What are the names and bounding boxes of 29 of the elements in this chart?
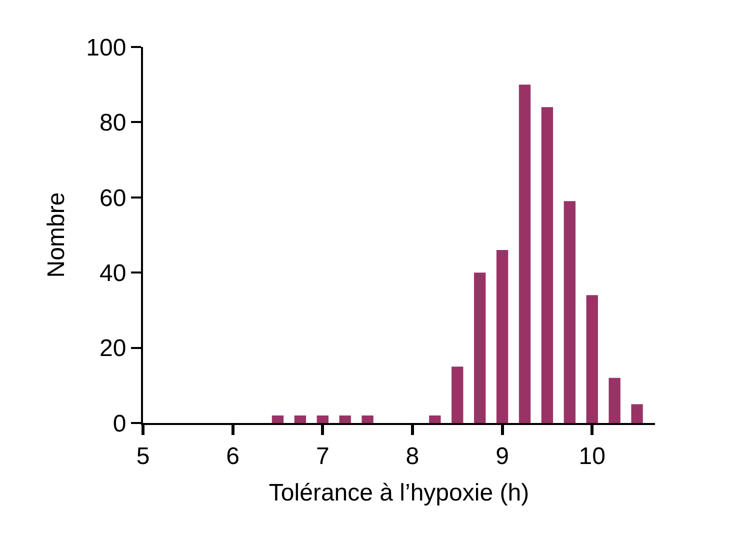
bar xyxy=(496,250,508,423)
bar xyxy=(608,378,620,423)
bar xyxy=(316,415,328,423)
x-tick-label: 5 xyxy=(136,442,150,470)
y-tick-label: 80 xyxy=(99,110,126,137)
bar xyxy=(518,84,531,423)
y-tick-label: 40 xyxy=(99,260,126,287)
bar xyxy=(586,295,598,423)
bar xyxy=(272,415,284,423)
y-tick-label: 20 xyxy=(99,335,126,362)
bar xyxy=(541,107,554,423)
bar xyxy=(429,415,441,423)
bar xyxy=(339,415,351,423)
x-tick-label: 10 xyxy=(578,442,606,470)
y-axis-title: Nombre xyxy=(42,192,70,278)
x-tick-label: 8 xyxy=(406,442,420,470)
y-tick-label: 100 xyxy=(86,34,126,62)
y-tick-label: 60 xyxy=(99,184,126,212)
x-tick-label: 7 xyxy=(316,442,330,470)
x-axis-title: Tolérance à l’hypoxie (h) xyxy=(268,480,530,507)
x-tick-label: 9 xyxy=(496,442,509,470)
bar xyxy=(631,404,643,423)
bar xyxy=(362,415,374,423)
bar xyxy=(452,366,464,423)
bar xyxy=(474,272,486,423)
x-tick-label: 6 xyxy=(226,442,240,470)
bar xyxy=(564,201,576,423)
bar xyxy=(294,415,306,423)
y-tick-label: 0 xyxy=(112,410,126,438)
